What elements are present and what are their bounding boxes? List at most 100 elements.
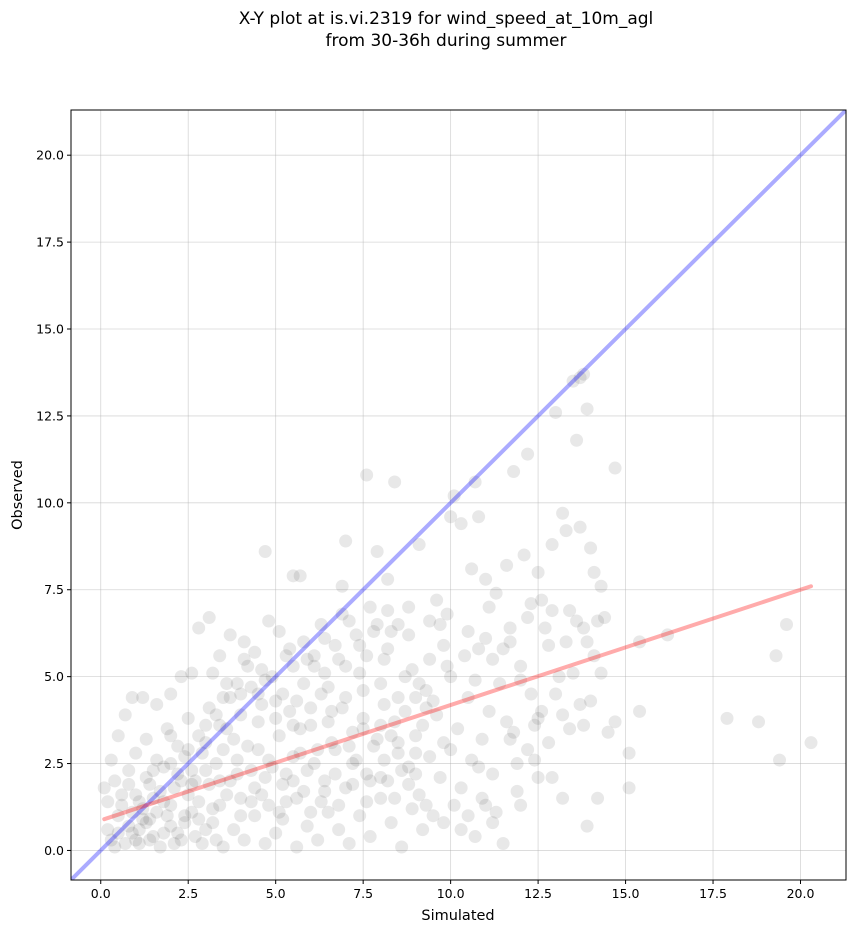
data-point [223,690,237,704]
data-point [118,836,132,850]
data-point [773,753,787,767]
data-point [216,743,230,757]
data-point [633,704,647,718]
data-point [318,774,332,788]
scatter-points [97,367,818,854]
data-point [220,677,234,691]
data-point [346,777,360,791]
data-point [111,809,125,823]
data-point [276,812,290,826]
data-point [538,621,552,635]
data-point [356,684,370,698]
data-point [563,604,577,618]
data-point [493,677,507,691]
x-tick-label: 17.5 [699,886,727,901]
data-point [279,649,293,663]
data-point [528,753,542,767]
data-point [349,753,363,767]
data-point [384,816,398,830]
data-point [342,836,356,850]
data-point [468,475,482,489]
data-point [286,569,300,583]
x-tick-label: 20.0 [787,886,815,901]
data-point [507,725,521,739]
y-tick-label: 2.5 [44,756,64,771]
data-point [545,604,559,618]
data-point [335,607,349,621]
data-point [202,777,216,791]
data-point [486,816,500,830]
data-point [136,812,150,826]
data-point [255,663,269,677]
data-point [185,777,199,791]
data-point [584,541,598,555]
data-point [234,809,248,823]
data-point [272,805,286,819]
data-point [573,697,587,711]
data-point [447,798,461,812]
data-point [216,840,230,854]
data-point [307,649,321,663]
data-point [475,732,489,746]
data-point [321,805,335,819]
data-point [304,701,318,715]
data-point [454,823,468,837]
data-point [482,600,496,614]
data-point [374,677,388,691]
data-point [531,770,545,784]
data-point [286,774,300,788]
y-tick-label: 17.5 [36,235,64,250]
data-point [97,781,111,795]
data-point [430,708,444,722]
data-point [143,833,157,847]
data-point [318,784,332,798]
data-point [230,767,244,781]
y-tick-label: 7.5 [44,582,64,597]
data-point [339,690,353,704]
data-point [328,743,342,757]
data-point [549,687,563,701]
data-point [111,826,125,840]
data-point [244,680,258,694]
data-point [503,621,517,635]
data-point [304,805,318,819]
data-point [213,718,227,732]
data-point [206,666,220,680]
data-point [129,788,143,802]
data-point [115,788,129,802]
data-point [181,788,195,802]
data-point [286,750,300,764]
data-point [535,593,549,607]
data-point [479,631,493,645]
data-point [122,819,136,833]
data-point [307,659,321,673]
data-point [297,784,311,798]
data-point [437,638,451,652]
data-point [517,548,531,562]
data-point [556,708,570,722]
data-point [587,565,601,579]
data-point [171,739,185,753]
data-point [570,433,584,447]
data-point [461,809,475,823]
data-point [356,722,370,736]
data-point [192,812,206,826]
data-point [514,659,528,673]
data-point [521,743,535,757]
chart-title: X-Y plot at is.vi.2319 for wind_speed_at… [238,9,654,29]
data-point [391,746,405,760]
data-point [262,753,276,767]
data-point [633,635,647,649]
data-point [577,718,591,732]
data-point [374,791,388,805]
data-point [370,544,384,558]
data-point [143,777,157,791]
data-point [580,635,594,649]
data-point [472,760,486,774]
data-point [542,736,556,750]
data-point [335,701,349,715]
data-point [367,739,381,753]
data-point [304,718,318,732]
data-point [153,784,167,798]
data-point [108,840,122,854]
